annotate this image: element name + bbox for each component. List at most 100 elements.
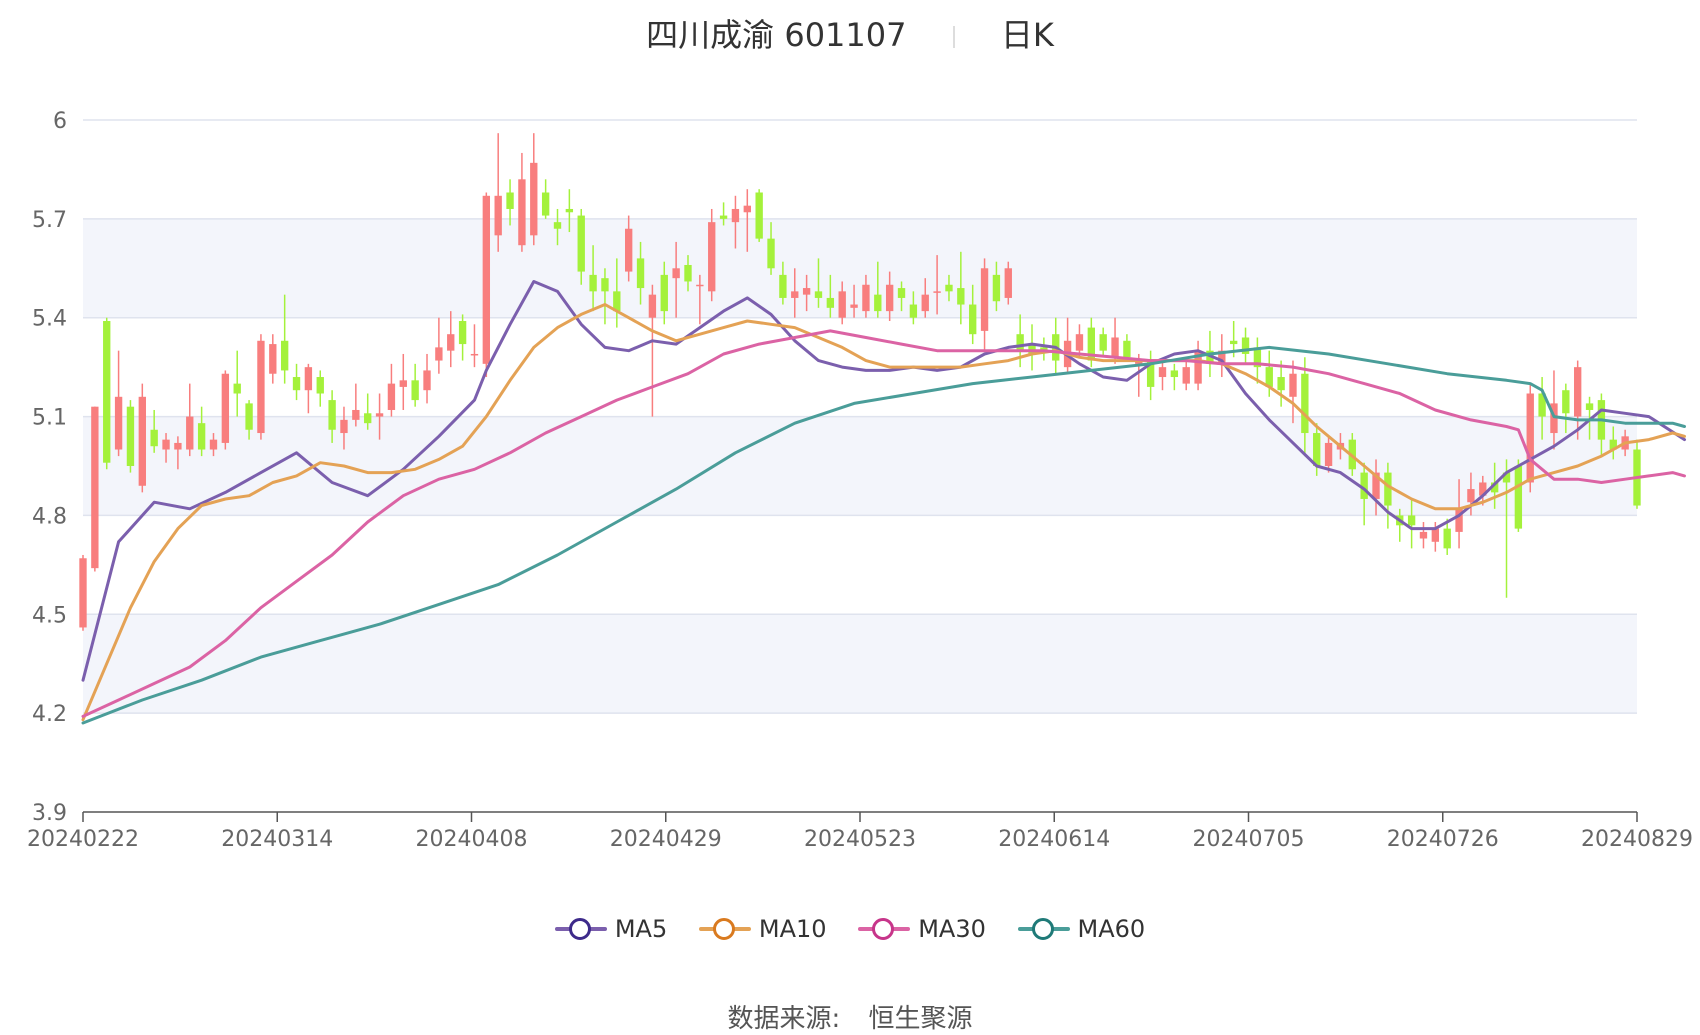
candle-body	[399, 380, 407, 387]
candle	[233, 350, 241, 417]
candle-body	[850, 304, 858, 308]
candle	[980, 258, 989, 351]
candle	[257, 334, 265, 440]
candle-body	[743, 205, 751, 213]
legend-ma30-label: MA30	[918, 915, 986, 943]
candle	[1467, 472, 1475, 516]
candle	[364, 393, 372, 430]
candle-body	[1526, 393, 1534, 483]
candle-body	[1301, 373, 1309, 434]
candle-body	[91, 406, 99, 569]
period-label: 日K	[1000, 16, 1054, 54]
y-axis-labels: 3.9 4.2 4.5 4.8 5.1 5.4 5.7 6	[32, 109, 67, 826]
candle	[684, 255, 692, 292]
candle	[636, 241, 645, 305]
candle-body	[506, 192, 514, 209]
candle	[411, 363, 419, 407]
candle-body	[992, 274, 1001, 302]
candle-body	[1028, 344, 1036, 354]
candle	[601, 268, 609, 325]
candle	[197, 406, 206, 457]
candle-body	[636, 258, 645, 289]
source-label: 数据来源:	[727, 1004, 841, 1034]
legend-ma30-icon	[858, 918, 911, 940]
candle	[945, 274, 953, 302]
candle	[933, 255, 941, 315]
legend-item-ma60[interactable]: MA60	[1017, 915, 1145, 943]
candle	[885, 271, 894, 322]
y-tick-label: 3.9	[32, 801, 67, 826]
y-tick-label: 4.8	[32, 504, 67, 529]
candle-body	[340, 419, 348, 434]
candle	[921, 278, 929, 318]
source-provider: 恒生聚源	[868, 1004, 973, 1034]
candle	[292, 363, 301, 401]
candle	[1158, 360, 1167, 391]
y-tick-label: 5.7	[32, 208, 67, 233]
candle-body	[494, 195, 502, 236]
candle-body	[541, 192, 550, 216]
candle-body	[387, 383, 396, 410]
candle	[969, 284, 977, 345]
candle-body	[1443, 528, 1451, 549]
candle-body	[1253, 347, 1262, 368]
candle-body	[1538, 393, 1546, 417]
candle	[1004, 261, 1012, 305]
candle-body	[1502, 472, 1511, 483]
candle	[387, 363, 396, 417]
candle-body	[1004, 268, 1012, 298]
legend: MA5 MA10 MA30 MA60	[0, 915, 1700, 946]
y-tick-label: 4.2	[32, 702, 67, 727]
candle-body	[885, 284, 894, 312]
legend-item-ma10[interactable]: MA10	[698, 915, 827, 943]
candle	[1372, 459, 1380, 516]
candle-body	[874, 294, 882, 312]
candle-body	[233, 383, 241, 394]
candle	[791, 268, 799, 318]
legend-item-ma30[interactable]: MA30	[858, 915, 986, 943]
candle	[541, 179, 550, 219]
candle	[79, 554, 87, 631]
candle	[1609, 426, 1617, 460]
candle	[1419, 522, 1428, 549]
candle	[138, 383, 146, 493]
candle	[648, 284, 657, 417]
candle	[1384, 462, 1392, 529]
candle	[1265, 350, 1273, 397]
candle	[150, 409, 158, 453]
candle-body	[1229, 340, 1238, 345]
candle	[1170, 363, 1179, 391]
candle-body	[1585, 403, 1594, 410]
candle-body	[1194, 350, 1202, 384]
candle-body	[1040, 347, 1048, 351]
candle	[1514, 459, 1523, 532]
candle	[838, 281, 846, 325]
candle-body	[482, 195, 491, 364]
candle	[221, 370, 230, 450]
candle	[874, 261, 882, 318]
candle-body	[280, 340, 289, 371]
candle-body	[530, 162, 538, 236]
candle	[743, 189, 751, 252]
candle-body	[625, 228, 633, 272]
candle-body	[1550, 403, 1558, 434]
candle-body	[292, 377, 301, 391]
candle	[1123, 334, 1131, 361]
legend-item-ma5[interactable]: MA5	[554, 915, 667, 943]
candle	[1324, 436, 1333, 473]
candle	[731, 195, 740, 249]
candle	[174, 436, 182, 470]
candle	[672, 241, 680, 318]
candle-body	[613, 291, 621, 312]
y-tick-label: 6	[53, 109, 67, 134]
y-tick-label: 4.5	[32, 603, 67, 628]
candle	[660, 261, 668, 325]
ma-line-ma5	[81, 280, 1686, 682]
candle-body	[1479, 482, 1487, 496]
candle-body	[1087, 327, 1095, 361]
legend-ma10-label: MA10	[758, 915, 827, 943]
candle-body	[1111, 337, 1119, 358]
candle-body	[1277, 377, 1285, 391]
candle	[1502, 459, 1511, 598]
candle	[1028, 324, 1036, 371]
